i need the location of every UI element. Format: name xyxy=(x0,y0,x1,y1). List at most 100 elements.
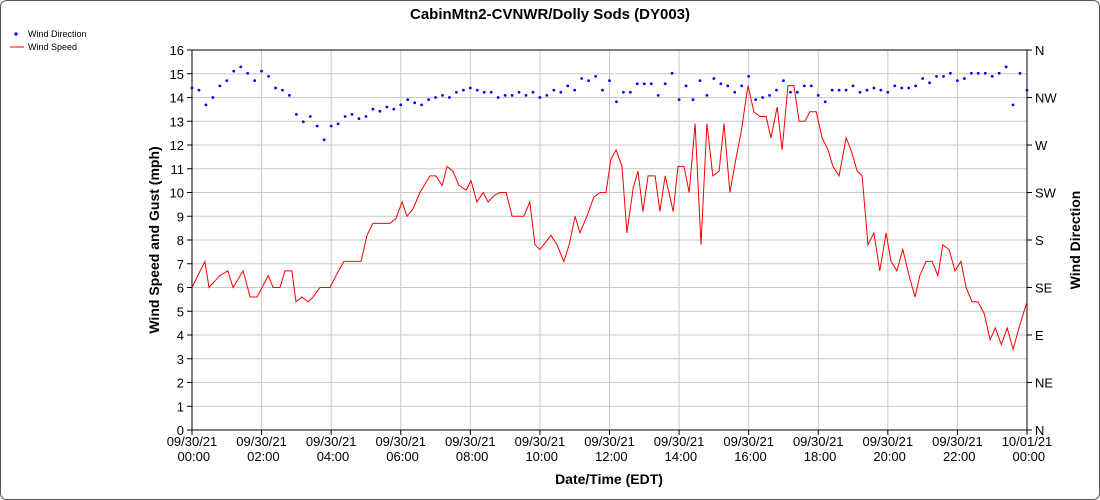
line xyxy=(191,85,1028,352)
x-tick-label-line: 09/30/21 xyxy=(723,434,774,449)
y-tick-label: 0 xyxy=(177,423,184,438)
point xyxy=(719,82,723,86)
point xyxy=(357,117,361,121)
legend-marker xyxy=(14,32,18,36)
point xyxy=(392,107,396,111)
point xyxy=(670,71,674,75)
x-tick-label: 09/30/21 02:00 xyxy=(236,434,287,464)
point xyxy=(538,96,542,99)
point xyxy=(1018,71,1022,75)
y-tick-label: 1 xyxy=(177,399,184,414)
point xyxy=(761,96,764,99)
point xyxy=(691,98,695,102)
point xyxy=(204,103,208,107)
point xyxy=(399,103,403,107)
point xyxy=(789,90,792,94)
x-tick-label-line: 14:00 xyxy=(661,449,697,464)
point xyxy=(413,101,417,105)
point xyxy=(517,90,521,94)
point xyxy=(997,71,1001,75)
y-tick-label: 16 xyxy=(170,43,184,58)
x-tick-label-line: 20:00 xyxy=(870,449,906,464)
point xyxy=(893,84,897,88)
x-tick-label: 09/30/21 00:00 xyxy=(167,434,218,464)
point xyxy=(218,84,222,88)
point xyxy=(190,86,194,90)
point xyxy=(698,79,702,83)
x-tick-label-line: 12:00 xyxy=(591,449,627,464)
point xyxy=(545,93,549,97)
x-axis-label: Date/Time (EDT) xyxy=(555,471,663,487)
point xyxy=(865,88,869,92)
point xyxy=(580,77,584,80)
y2-tick-label: S xyxy=(1035,233,1044,248)
x-tick-label-line: 00:00 xyxy=(174,449,210,464)
point xyxy=(566,84,570,88)
point xyxy=(900,86,904,90)
point xyxy=(378,109,382,113)
point xyxy=(886,90,890,94)
point xyxy=(677,98,681,102)
point xyxy=(740,84,744,88)
point xyxy=(288,93,291,97)
x-tick-label: 09/30/21 12:00 xyxy=(584,434,635,464)
point xyxy=(1025,88,1029,92)
point xyxy=(308,115,312,118)
y-tick-label: 6 xyxy=(177,281,184,296)
x-tick-label: 09/30/21 10:00 xyxy=(515,434,566,464)
point xyxy=(434,96,437,99)
point xyxy=(427,98,430,102)
y2-tick-label: NW xyxy=(1035,91,1057,106)
point xyxy=(628,90,632,94)
point xyxy=(879,88,883,92)
point xyxy=(301,120,305,124)
y-tick-label: 14 xyxy=(170,91,184,106)
point xyxy=(837,88,841,92)
point xyxy=(274,86,277,90)
x-tick-label: 10/01/21 00:00 xyxy=(1002,434,1053,464)
point xyxy=(622,90,625,94)
point xyxy=(329,124,333,128)
point xyxy=(371,107,375,111)
point xyxy=(615,100,618,104)
point xyxy=(726,84,730,88)
point xyxy=(503,93,507,97)
point xyxy=(830,88,834,92)
point xyxy=(872,86,876,90)
x-tick-label-line: 09/30/21 xyxy=(515,434,566,449)
point xyxy=(983,71,987,75)
y-tick-label: 3 xyxy=(177,352,184,367)
point xyxy=(914,84,918,88)
point xyxy=(364,115,368,118)
y-tick-label: 15 xyxy=(170,67,184,82)
point xyxy=(754,98,758,102)
y-tick-label: 7 xyxy=(177,257,184,272)
y-tick-label: 13 xyxy=(170,114,184,129)
point xyxy=(809,84,813,88)
point xyxy=(385,105,389,109)
point xyxy=(608,79,611,83)
x-tick-label-line: 10:00 xyxy=(522,449,558,464)
x-tick-label: 09/30/21 04:00 xyxy=(306,434,357,464)
point xyxy=(496,96,500,99)
point xyxy=(336,122,340,126)
point xyxy=(733,90,737,94)
x-tick-label: 09/30/21 22:00 xyxy=(932,434,983,464)
point xyxy=(455,90,458,94)
point xyxy=(705,93,709,97)
y2-tick-label: SE xyxy=(1035,281,1053,296)
point xyxy=(782,79,785,83)
point xyxy=(802,84,806,88)
point xyxy=(552,88,556,92)
y2-tick-label: N xyxy=(1035,43,1044,58)
point xyxy=(601,88,604,92)
point xyxy=(281,88,284,92)
point xyxy=(942,74,945,78)
point xyxy=(1011,103,1015,107)
point xyxy=(420,103,424,107)
point xyxy=(587,79,591,83)
point xyxy=(956,79,959,83)
point xyxy=(775,88,778,92)
